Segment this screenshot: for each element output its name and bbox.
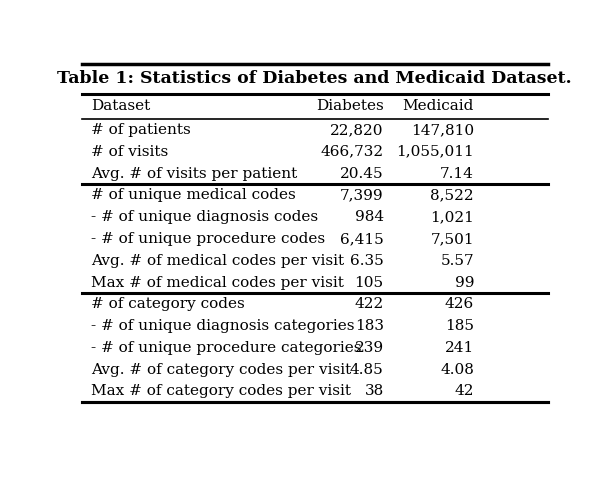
Text: 185: 185 xyxy=(445,319,474,333)
Text: - # of unique procedure codes: - # of unique procedure codes xyxy=(91,232,325,246)
Text: # of unique medical codes: # of unique medical codes xyxy=(91,188,296,203)
Text: 241: 241 xyxy=(445,341,474,355)
Text: Diabetes: Diabetes xyxy=(316,99,384,113)
Text: 7,399: 7,399 xyxy=(340,188,384,203)
Text: 422: 422 xyxy=(354,297,384,311)
Text: 7.14: 7.14 xyxy=(440,166,474,181)
Text: 147,810: 147,810 xyxy=(411,123,474,137)
Text: 1,021: 1,021 xyxy=(430,210,474,224)
Text: 4.85: 4.85 xyxy=(350,363,384,377)
Text: Max # of category codes per visit: Max # of category codes per visit xyxy=(91,385,351,399)
Text: Table 1: Statistics of Diabetes and Medicaid Dataset.: Table 1: Statistics of Diabetes and Medi… xyxy=(57,70,572,87)
Text: Avg. # of category codes per visit: Avg. # of category codes per visit xyxy=(91,363,351,377)
Text: # of patients: # of patients xyxy=(91,123,191,137)
Text: Dataset: Dataset xyxy=(91,99,150,113)
Text: 984: 984 xyxy=(354,210,384,224)
Text: 4.08: 4.08 xyxy=(440,363,474,377)
Text: Max # of medical codes per visit: Max # of medical codes per visit xyxy=(91,276,344,289)
Text: 183: 183 xyxy=(355,319,384,333)
Text: 5.57: 5.57 xyxy=(440,254,474,268)
Text: 20.45: 20.45 xyxy=(340,166,384,181)
Text: 239: 239 xyxy=(354,341,384,355)
Text: 22,820: 22,820 xyxy=(330,123,384,137)
Text: # of category codes: # of category codes xyxy=(91,297,245,311)
Text: - # of unique procedure categories: - # of unique procedure categories xyxy=(91,341,362,355)
Text: 7,501: 7,501 xyxy=(430,232,474,246)
Text: 466,732: 466,732 xyxy=(321,145,384,159)
Text: 6,415: 6,415 xyxy=(340,232,384,246)
Text: 38: 38 xyxy=(365,385,384,399)
Text: Avg. # of visits per patient: Avg. # of visits per patient xyxy=(91,166,297,181)
Text: 99: 99 xyxy=(454,276,474,289)
Text: 8,522: 8,522 xyxy=(430,188,474,203)
Text: Avg. # of medical codes per visit: Avg. # of medical codes per visit xyxy=(91,254,344,268)
Text: 426: 426 xyxy=(445,297,474,311)
Text: 6.35: 6.35 xyxy=(350,254,384,268)
Text: # of visits: # of visits xyxy=(91,145,168,159)
Text: 105: 105 xyxy=(354,276,384,289)
Text: - # of unique diagnosis categories: - # of unique diagnosis categories xyxy=(91,319,354,333)
Text: 42: 42 xyxy=(454,385,474,399)
Text: Medicaid: Medicaid xyxy=(403,99,474,113)
Text: 1,055,011: 1,055,011 xyxy=(396,145,474,159)
Text: - # of unique diagnosis codes: - # of unique diagnosis codes xyxy=(91,210,318,224)
